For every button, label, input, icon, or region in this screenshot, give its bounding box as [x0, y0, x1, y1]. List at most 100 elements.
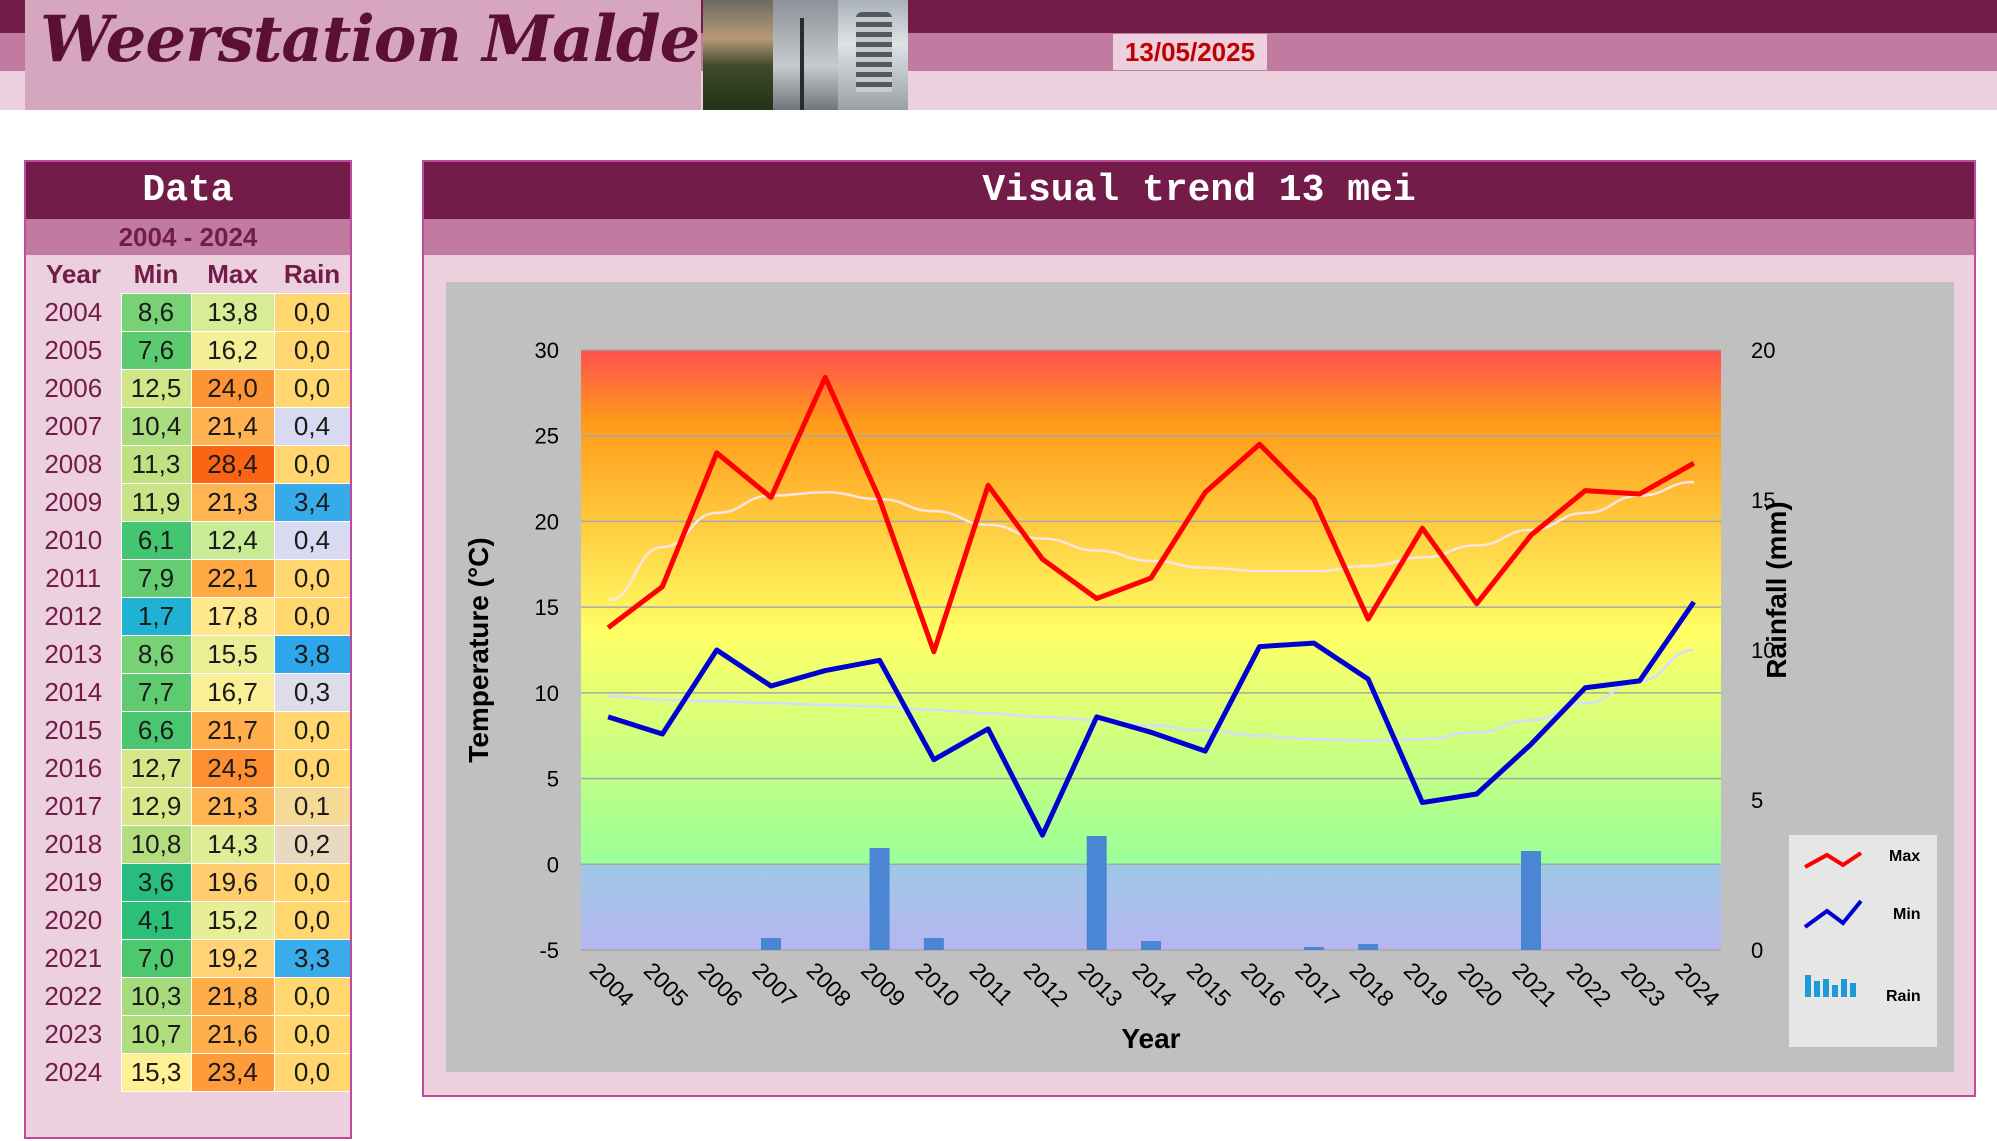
y2-tick-label: 10 — [1751, 638, 1775, 663]
cell-min: 8,6 — [120, 293, 192, 332]
station-photo-mast — [773, 0, 838, 110]
table-row: 2019 3,6 19,6 0,0 — [26, 863, 350, 902]
data-range: 2004 - 2024 — [26, 219, 350, 255]
legend-max-icon — [1804, 851, 1863, 869]
x-tick-label: 2010 — [910, 957, 965, 1012]
cell-min: 15,3 — [120, 1053, 192, 1092]
legend-min-icon — [1803, 899, 1863, 929]
cell-max: 21,6 — [190, 1015, 275, 1054]
cell-max: 21,8 — [190, 977, 275, 1016]
y-tick-label: -5 — [539, 938, 559, 963]
cell-year: 2014 — [26, 673, 121, 712]
cell-year: 2019 — [26, 863, 121, 902]
y2-axis-title: Rainfall (mm) — [1761, 501, 1792, 678]
cell-max: 21,4 — [190, 407, 275, 446]
cell-rain: 0,0 — [273, 445, 350, 484]
cell-max: 23,4 — [190, 1053, 275, 1092]
x-tick-label: 2015 — [1182, 957, 1237, 1012]
cell-rain: 0,0 — [273, 331, 350, 370]
trendline-min — [608, 648, 1694, 743]
legend-rain-bar — [1814, 981, 1820, 997]
cell-max: 19,6 — [190, 863, 275, 902]
cell-year: 2016 — [26, 749, 121, 788]
cell-rain: 0,2 — [273, 825, 350, 864]
cell-max: 16,2 — [190, 331, 275, 370]
cell-max: 15,2 — [190, 901, 275, 940]
legend-label-min: Min — [1893, 906, 1921, 923]
rain-bar — [1141, 941, 1161, 950]
cell-rain: 0,0 — [273, 559, 350, 598]
y-tick-label: 25 — [535, 424, 559, 449]
cell-rain: 0,0 — [273, 711, 350, 750]
cell-max: 12,4 — [190, 521, 275, 560]
cell-rain: 3,4 — [273, 483, 350, 522]
y-tick-label: 30 — [535, 338, 559, 363]
cell-min: 10,8 — [120, 825, 192, 864]
rain-bar — [1303, 947, 1324, 950]
cell-min: 10,3 — [120, 977, 192, 1016]
cell-max: 28,4 — [190, 445, 275, 484]
data-panel-title: Data — [26, 162, 350, 219]
site-title-box — [25, 0, 701, 110]
radiation-shield — [856, 12, 892, 92]
cell-min: 7,6 — [120, 331, 192, 370]
cell-rain: 0,3 — [273, 673, 350, 712]
table-body: 2004 8,6 13,8 0,0 2005 7,6 16,2 0,0 2006 12,5 24,0… — [26, 293, 350, 1092]
col-min-header: Min — [121, 255, 191, 294]
y-tick-label: 15 — [535, 595, 559, 620]
x-tick-label: 2017 — [1290, 957, 1345, 1012]
cell-rain: 0,0 — [273, 1053, 350, 1092]
cell-max: 13,8 — [190, 293, 275, 332]
y-tick-label: 0 — [547, 852, 559, 877]
cell-year: 2015 — [26, 711, 121, 750]
x-tick-label: 2011 — [965, 957, 1018, 1010]
legend-box — [1789, 835, 1937, 1047]
cell-year: 2021 — [26, 939, 121, 978]
legend-rain-bar — [1850, 983, 1856, 997]
cell-year: 2010 — [26, 521, 121, 560]
rain-bar — [1086, 836, 1107, 950]
cell-year: 2009 — [26, 483, 121, 522]
col-rain-header: Rain — [274, 255, 350, 294]
x-tick-label: 2005 — [639, 957, 694, 1012]
cell-year: 2022 — [26, 977, 121, 1016]
cell-rain: 0,4 — [273, 521, 350, 560]
cell-year: 2005 — [26, 331, 121, 370]
table-row: 2024 15,3 23,4 0,0 — [26, 1053, 350, 1092]
table-row: 2012 1,7 17,8 0,0 — [26, 597, 350, 636]
cell-rain: 0,0 — [273, 749, 350, 788]
plot-background-cold — [581, 864, 1721, 950]
cell-year: 2013 — [26, 635, 121, 674]
table-header-row: Year Min Max Rain — [26, 255, 350, 294]
rain-bar — [1521, 851, 1541, 950]
legend-rain-bar — [1841, 979, 1847, 997]
cell-max: 21,7 — [190, 711, 275, 750]
legend-rain-bar — [1832, 985, 1838, 997]
rain-bar — [923, 938, 944, 950]
y2-tick-label: 5 — [1751, 788, 1763, 813]
cell-min: 1,7 — [120, 597, 192, 636]
chart-panel-title: Visual trend 13 mei — [424, 162, 1974, 219]
y-tick-label: 10 — [535, 681, 559, 706]
y2-tick-label: 20 — [1751, 338, 1775, 363]
x-tick-label: 2021 — [1507, 957, 1562, 1012]
cell-rain: 0,0 — [273, 597, 350, 636]
legend-rain-bar — [1805, 975, 1811, 997]
cell-min: 12,5 — [120, 369, 192, 408]
cell-min: 6,6 — [120, 711, 192, 750]
table-row: 2022 10,3 21,8 0,0 — [26, 977, 350, 1016]
cell-min: 12,7 — [120, 749, 192, 788]
cell-year: 2018 — [26, 825, 121, 864]
rain-bar — [1358, 944, 1379, 950]
site-title: Weerstation Malderen — [40, 2, 818, 77]
chart-panel-subheader — [424, 219, 1974, 255]
cell-rain: 0,1 — [273, 787, 350, 826]
cell-min: 11,9 — [120, 483, 192, 522]
y-axis-title: Temperature (°C) — [463, 537, 494, 762]
y2-tick-label: 15 — [1751, 488, 1775, 513]
data-panel: Data 2004 - 2024 Year Min Max Rain 2004 8… — [24, 160, 352, 1139]
table-row: 2018 10,8 14,3 0,2 — [26, 825, 350, 864]
cell-max: 21,3 — [190, 787, 275, 826]
x-axis-title: Year — [1121, 1023, 1180, 1054]
cell-year: 2017 — [26, 787, 121, 826]
